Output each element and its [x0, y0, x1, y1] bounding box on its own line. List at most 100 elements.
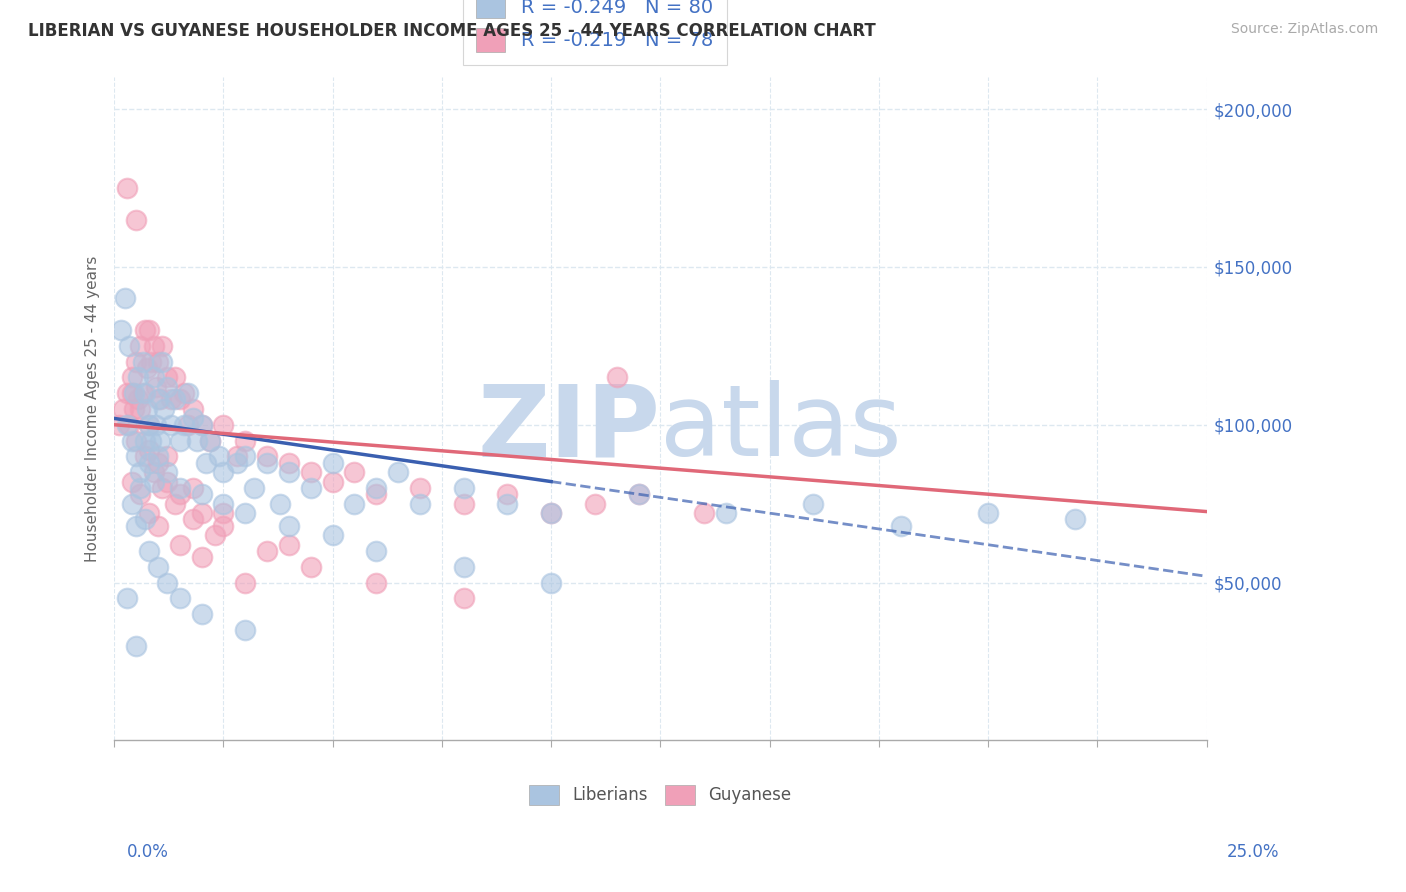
Point: [194, 456, 217, 470]
Point: [121, 497, 143, 511]
Point: [200, 434, 222, 448]
Point: [387, 465, 409, 479]
Point: [121, 370, 143, 384]
Point: [142, 475, 165, 489]
Point: [129, 465, 152, 479]
Point: [150, 481, 173, 495]
Point: [138, 456, 160, 470]
Point: [138, 417, 160, 432]
Point: [299, 481, 322, 495]
Point: [117, 386, 139, 401]
Point: [153, 401, 176, 416]
Point: [366, 575, 388, 590]
Point: [160, 392, 183, 407]
Point: [269, 497, 291, 511]
Point: [134, 386, 156, 401]
Point: [190, 487, 212, 501]
Point: [122, 401, 145, 416]
Point: [149, 392, 172, 407]
Point: [150, 339, 173, 353]
Point: [111, 401, 134, 416]
Point: [169, 487, 191, 501]
Point: [256, 456, 278, 470]
Point: [200, 434, 222, 448]
Point: [190, 607, 212, 622]
Point: [160, 417, 183, 432]
Point: [146, 450, 169, 464]
Point: [540, 506, 562, 520]
Point: [156, 380, 179, 394]
Point: [190, 417, 212, 432]
Point: [121, 386, 143, 401]
Point: [131, 354, 153, 368]
Point: [145, 380, 167, 394]
Point: [190, 417, 212, 432]
Point: [627, 487, 650, 501]
Point: [208, 450, 231, 464]
Point: [138, 417, 160, 432]
Point: [156, 575, 179, 590]
Point: [165, 497, 187, 511]
Point: [343, 497, 366, 511]
Point: [204, 528, 226, 542]
Point: [117, 181, 139, 195]
Point: [186, 434, 208, 448]
Point: [141, 354, 163, 368]
Text: LIBERIAN VS GUYANESE HOUSEHOLDER INCOME AGES 25 - 44 YEARS CORRELATION CHART: LIBERIAN VS GUYANESE HOUSEHOLDER INCOME …: [28, 22, 876, 40]
Point: [212, 518, 235, 533]
Point: [233, 450, 256, 464]
Point: [117, 417, 139, 432]
Point: [169, 392, 191, 407]
Point: [127, 392, 149, 407]
Point: [129, 481, 152, 495]
Text: 0.0%: 0.0%: [127, 843, 169, 861]
Point: [156, 450, 179, 464]
Point: [142, 370, 165, 384]
Point: [110, 323, 132, 337]
Point: [409, 497, 432, 511]
Point: [138, 442, 160, 457]
Point: [121, 475, 143, 489]
Point: [278, 465, 301, 479]
Point: [890, 518, 912, 533]
Point: [169, 481, 191, 495]
Point: [540, 506, 562, 520]
Point: [118, 417, 141, 432]
Point: [156, 370, 179, 384]
Point: [146, 518, 169, 533]
Point: [129, 339, 152, 353]
Point: [233, 623, 256, 637]
Point: [118, 339, 141, 353]
Point: [322, 528, 344, 542]
Point: [125, 212, 148, 227]
Point: [125, 450, 148, 464]
Point: [138, 506, 160, 520]
Point: [693, 506, 716, 520]
Point: [801, 497, 824, 511]
Point: [627, 487, 650, 501]
Point: [173, 386, 195, 401]
Point: [134, 323, 156, 337]
Point: [127, 370, 149, 384]
Point: [496, 497, 519, 511]
Point: [173, 417, 195, 432]
Point: [165, 370, 187, 384]
Point: [121, 434, 143, 448]
Point: [156, 475, 179, 489]
Point: [146, 354, 169, 368]
Point: [714, 506, 737, 520]
Point: [256, 450, 278, 464]
Point: [134, 434, 156, 448]
Point: [107, 417, 129, 432]
Point: [122, 386, 145, 401]
Point: [146, 456, 169, 470]
Point: [278, 456, 301, 470]
Point: [149, 434, 172, 448]
Point: [453, 559, 475, 574]
Point: [150, 354, 173, 368]
Point: [125, 518, 148, 533]
Point: [343, 465, 366, 479]
Point: [496, 487, 519, 501]
Point: [606, 370, 628, 384]
Point: [181, 512, 204, 526]
